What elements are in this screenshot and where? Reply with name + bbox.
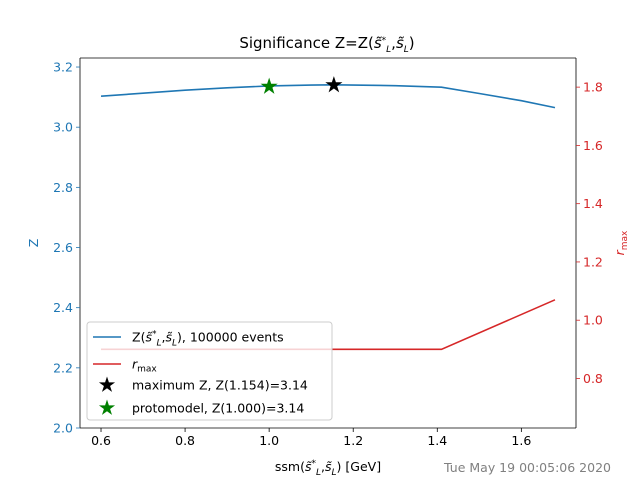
legend-entry-label: rmax	[132, 357, 157, 375]
y-axis-label-right: rmax	[612, 230, 630, 255]
protomodel-marker	[260, 77, 278, 94]
x-tick-label: 1.4	[427, 433, 447, 448]
x-tick-label: 1.0	[259, 433, 279, 448]
x-tick-label: 1.6	[511, 433, 531, 448]
chart-title: Significance Z=Z(s̃*L,s̃L)	[239, 34, 414, 55]
x-tick-label: 0.6	[91, 433, 111, 448]
maximum-z-marker	[325, 76, 343, 93]
y-axis-label-left: Z	[26, 239, 41, 248]
y-right-tick-label: 1.4	[583, 196, 603, 211]
legend-entry-label: Z(s̃*L,s̃L), 100000 events	[132, 330, 284, 349]
legend-entry-label: maximum Z, Z(1.154)=3.14	[132, 378, 308, 393]
y-left-tick-label: 2.0	[53, 421, 73, 436]
y-right-tick-label: 1.8	[583, 80, 603, 95]
legend-box	[86, 321, 333, 421]
x-tick-label: 0.8	[175, 433, 195, 448]
y-left-tick-label: 2.6	[53, 240, 73, 255]
x-axis-label: ssm(s̃*L,s̃L) [GeV]	[275, 459, 381, 478]
x-tick-label: 1.2	[343, 433, 363, 448]
y-left-tick-label: 2.2	[53, 360, 73, 375]
legend-entry-label: protomodel, Z(1.000)=3.14	[132, 401, 304, 416]
y-left-tick-label: 3.2	[53, 60, 73, 75]
legend: Z(s̃*L,s̃L), 100000 events rmax maximum Z,…	[86, 321, 333, 421]
legend-star-swatch	[98, 376, 116, 392]
marker-layer	[260, 76, 343, 94]
axes-layer	[79, 57, 577, 429]
timestamp-text: Tue May 19 00:05:06 2020	[443, 460, 611, 475]
y-right-tick-label: 0.8	[583, 371, 603, 386]
y-right-tick-label: 1.2	[583, 254, 603, 269]
y-left-tick-label: 3.0	[53, 120, 73, 135]
legend-star-swatch	[98, 399, 116, 415]
y-right-tick-label: 1.0	[583, 313, 603, 328]
y-left-tick-label: 2.8	[53, 180, 73, 195]
ticks-layer: 0.6 0.8 1.0 1.2 1.4 1.6 2.0 2.2 2.4 2.6 2.8 3.0 3.2 0…	[53, 60, 603, 448]
y-left-tick-label: 2.4	[53, 300, 73, 315]
y-right-tick-label: 1.6	[583, 138, 603, 153]
